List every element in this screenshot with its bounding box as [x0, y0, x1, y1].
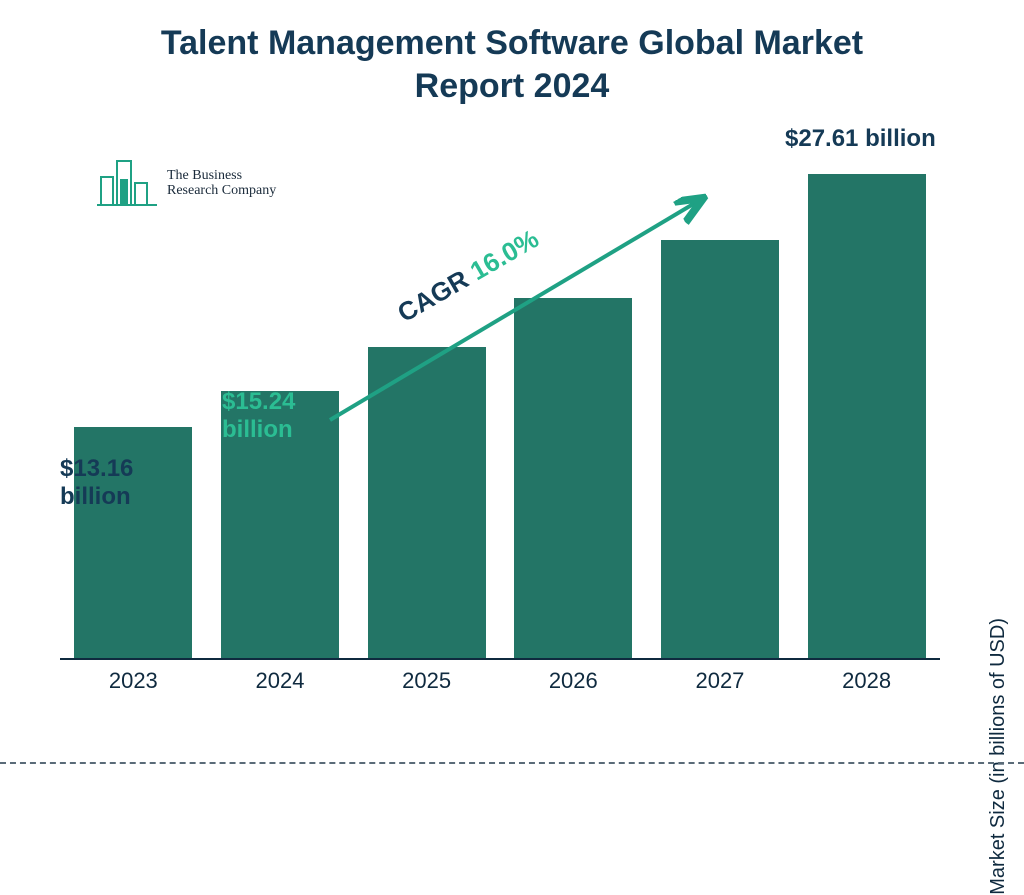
bar-slot — [364, 347, 489, 658]
value-label-line: billion — [60, 483, 133, 511]
chart-plot-area: 2023 2024 2025 2026 2027 2028 — [60, 145, 940, 700]
bar — [368, 347, 486, 658]
chart-title: Talent Management Software Global Market… — [0, 22, 1024, 107]
x-axis-label: 2026 — [511, 662, 636, 700]
value-label: $13.16billion — [60, 455, 133, 510]
bar — [661, 240, 779, 658]
title-line-1: Talent Management Software Global Market — [0, 22, 1024, 65]
x-axis-line — [60, 658, 940, 660]
bar-slot — [657, 240, 782, 658]
x-axis-labels: 2023 2024 2025 2026 2027 2028 — [60, 662, 940, 700]
x-axis-label: 2027 — [657, 662, 782, 700]
y-axis-label: Market Size (in billions of USD) — [987, 618, 1010, 895]
bars-group — [60, 158, 940, 658]
value-label-line: $13.16 — [60, 455, 133, 483]
x-axis-label: 2025 — [364, 662, 489, 700]
x-axis-label: 2024 — [217, 662, 342, 700]
x-axis-label: 2023 — [71, 662, 196, 700]
bar — [514, 298, 632, 658]
value-label: $15.24billion — [222, 388, 295, 443]
value-label-line: billion — [222, 416, 295, 444]
bar — [808, 174, 926, 658]
chart-container: Talent Management Software Global Market… — [0, 0, 1024, 768]
title-line-2: Report 2024 — [0, 65, 1024, 108]
bar-slot — [804, 174, 929, 658]
x-axis-label: 2028 — [804, 662, 929, 700]
value-label-line: $15.24 — [222, 388, 295, 416]
bottom-divider — [0, 762, 1024, 764]
bar-slot — [511, 298, 636, 658]
value-label: $27.61 billion — [785, 125, 936, 153]
